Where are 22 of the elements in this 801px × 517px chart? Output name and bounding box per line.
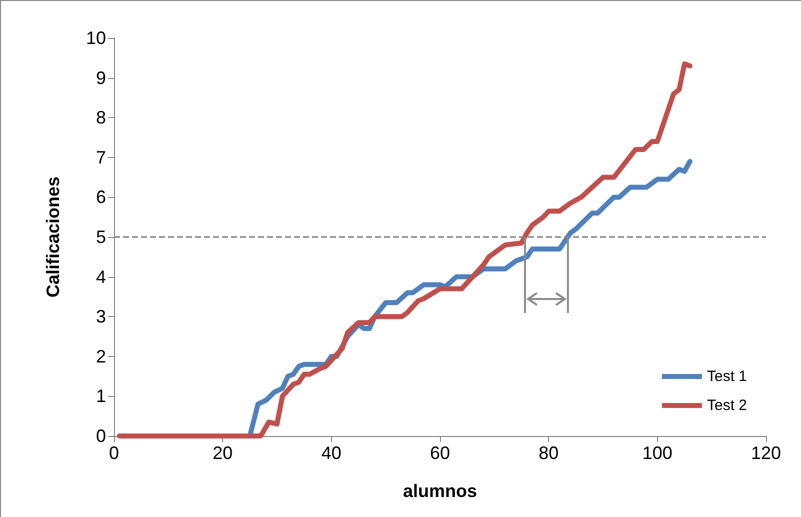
y-tick-label: 8 [96, 108, 106, 128]
y-tick-label: 5 [96, 227, 106, 247]
x-tick-label: 0 [108, 443, 120, 463]
y-tick-label: 7 [96, 147, 106, 168]
legend-label: Test 1 [706, 368, 748, 385]
y-tick-label: 2 [96, 346, 106, 366]
x-tick-label: 20 [212, 443, 233, 463]
y-tick-label: 10 [86, 28, 106, 48]
y-tick-label: 4 [96, 266, 106, 287]
x-tick-label: 80 [538, 443, 559, 463]
x-tick-label: 60 [430, 443, 450, 463]
y-tick-label: 9 [96, 68, 106, 88]
y-tick-label: 6 [96, 187, 106, 208]
y-axis-title: Calificaciones [43, 176, 63, 298]
legend-label: Test 2 [706, 397, 748, 414]
y-tick-label: 1 [96, 386, 106, 406]
x-tick-label: 120 [750, 443, 782, 463]
y-tick-label: 0 [96, 426, 106, 446]
x-axis-title: alumnos [402, 481, 478, 501]
x-tick-label: 40 [321, 443, 342, 463]
y-tick-label: 3 [96, 306, 106, 327]
x-tick-label: 100 [642, 443, 672, 463]
